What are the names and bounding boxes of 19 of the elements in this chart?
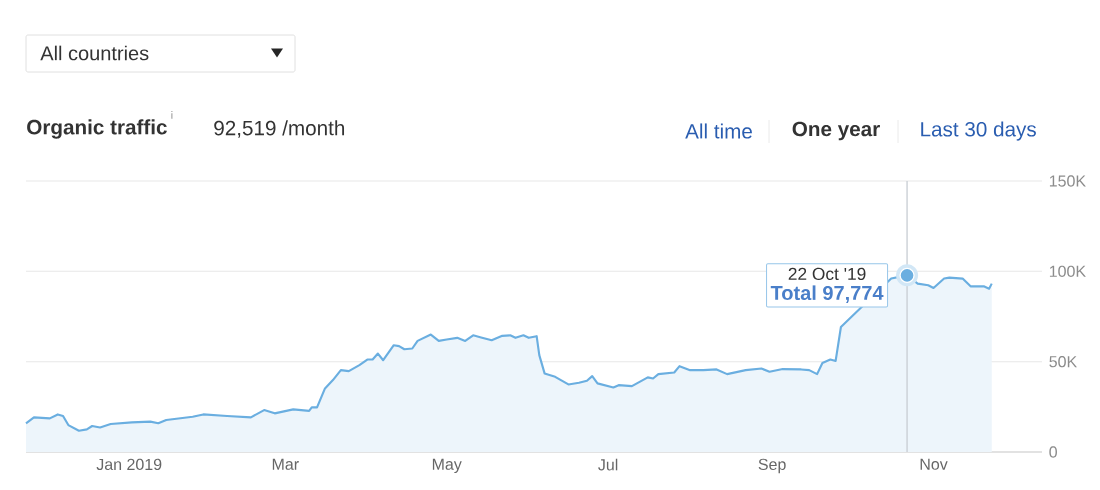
x-tick-label: Jan 2019 (96, 458, 162, 471)
chart-title: Organic traffic (27, 119, 167, 139)
y-tick-label: 100K (1049, 265, 1086, 277)
x-tick-label: Sep (758, 458, 786, 474)
x-tick-label: May (432, 458, 462, 474)
x-tick-label: Jul (598, 458, 618, 471)
text: All countries (40, 45, 149, 61)
y-tick-label: 150K (1049, 175, 1086, 187)
y-tick-label: 0 (1049, 446, 1057, 458)
annotation: 22 Oct '19 (788, 267, 866, 281)
y-tick-label: 50K (1049, 356, 1078, 368)
annotation: Total 97,774 (770, 285, 884, 303)
text: Last 30 days (921, 121, 1036, 141)
x-tick-label: Nov (920, 458, 948, 470)
x-tick-label: Mar (272, 458, 299, 470)
text: One year (792, 121, 880, 141)
chart-subtitle: 92,519 /month (214, 120, 345, 138)
text: All time (685, 123, 752, 139)
text: i (171, 111, 173, 119)
